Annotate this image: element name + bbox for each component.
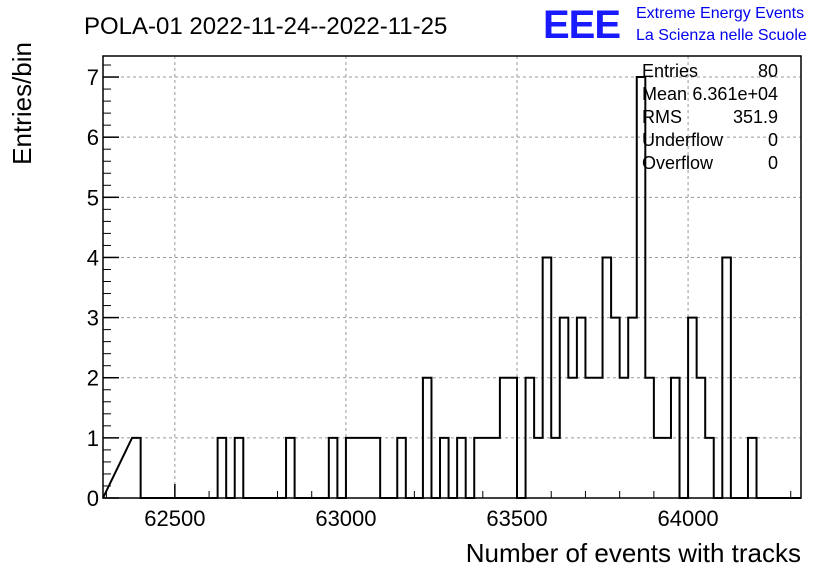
y-axis-title: Entries/bin <box>7 42 37 165</box>
y-tick-label: 1 <box>87 426 99 451</box>
y-tick-label: 0 <box>87 486 99 511</box>
logo-line-2: La Scienza nelle Scuole <box>636 27 807 44</box>
logo-mark: EEE <box>543 3 620 47</box>
y-tick-labels: 0 1 2 3 4 5 6 7 <box>87 65 99 511</box>
x-axis-title: Number of events with tracks <box>466 538 801 568</box>
x-tick-label: 62500 <box>144 506 205 531</box>
y-tick-label: 7 <box>87 65 99 90</box>
y-tick-label: 5 <box>87 185 99 210</box>
grid-lines <box>103 56 801 498</box>
stats-value: 0 <box>768 153 778 173</box>
chart-title: POLA-01 2022-11-24--2022-11-25 <box>84 13 447 40</box>
plot-frame <box>102 55 802 499</box>
y-tick-label: 4 <box>87 245 99 270</box>
x-tick-label: 63000 <box>315 506 376 531</box>
y-tick-label: 6 <box>87 125 99 150</box>
y-tick-label: 3 <box>87 306 99 331</box>
stats-label: Mean <box>642 84 687 104</box>
logo: EEE Extreme Energy Events La Scienza nel… <box>543 3 807 47</box>
logo-line-1: Extreme Energy Events <box>636 5 804 22</box>
stats-box: Entries 80 Mean 6.361e+04 RMS 351.9 Underflow 0… <box>642 61 778 173</box>
stats-value: 351.9 <box>733 107 778 127</box>
stats-label: Underflow <box>642 130 724 150</box>
stats-label: RMS <box>642 107 682 127</box>
axis-ticks <box>103 64 792 499</box>
stats-label: Entries <box>642 61 698 81</box>
stats-value: 6.361e+04 <box>692 84 778 104</box>
x-tick-label: 63500 <box>486 506 547 531</box>
x-tick-label: 64000 <box>657 506 718 531</box>
x-tick-labels: 62500 63000 63500 64000 <box>144 506 718 531</box>
stats-label: Overflow <box>642 153 714 173</box>
stats-value: 0 <box>768 130 778 150</box>
y-tick-label: 2 <box>87 366 99 391</box>
stats-value: 80 <box>758 61 778 81</box>
